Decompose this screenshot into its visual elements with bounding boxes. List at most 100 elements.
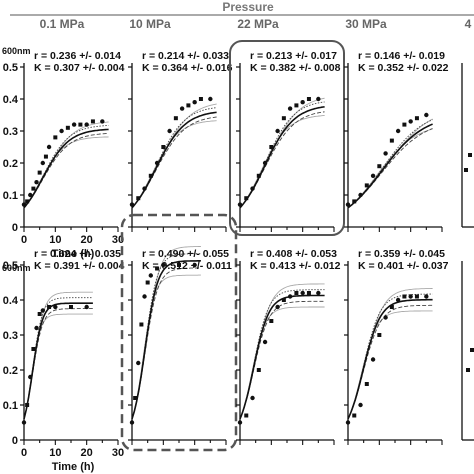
data-point (408, 119, 413, 124)
annotation-k: K = 0.512 +/- 0.011 (142, 260, 232, 272)
x-tick-label: 10 (49, 447, 61, 459)
data-point (306, 291, 311, 295)
data-point (377, 333, 382, 337)
data-point (262, 339, 268, 345)
pressure-label: 4 (465, 17, 472, 31)
data-point (40, 308, 45, 313)
data-point (186, 103, 191, 108)
annotation-k: K = 0.382 +/- 0.008 (250, 62, 341, 74)
data-point (37, 312, 42, 316)
data-point (402, 294, 407, 299)
y-tick-label: 0.5 (3, 62, 18, 74)
data-point (192, 100, 197, 105)
annotation-k: K = 0.307 +/- 0.004 (34, 62, 125, 74)
data-point (40, 160, 45, 166)
data-point (21, 420, 27, 425)
data-point (177, 263, 181, 267)
annotation-r: r = 0.408 +/- 0.053 (250, 248, 337, 260)
y-tick-label: 0 (12, 435, 18, 447)
replicate-fit-curve (347, 293, 433, 420)
y-tick-label: 0.4 (3, 295, 19, 307)
data-point (269, 145, 274, 149)
x-axis-label: Time (h) (52, 461, 95, 473)
replicate-fit-curve (131, 267, 201, 420)
data-point (47, 305, 52, 309)
pressure-label: 22 MPa (237, 17, 279, 31)
data-point (383, 151, 388, 156)
partial-data-point (466, 368, 470, 372)
data-point (148, 273, 153, 278)
data-point (69, 305, 73, 309)
data-point (269, 319, 274, 323)
annotation-r: r = 0.214 +/- 0.033 (142, 50, 229, 62)
replicate-fit-curve (131, 116, 217, 209)
data-point (244, 196, 249, 201)
data-point (173, 116, 178, 121)
replicate-fit-curve (239, 300, 325, 420)
pressure-label: 30 MPa (345, 17, 387, 31)
replicate-fit-curve (239, 111, 325, 209)
data-point (275, 128, 280, 134)
data-point (294, 103, 299, 108)
data-point (84, 122, 89, 127)
data-point (34, 325, 39, 331)
x-tick-label: 20 (81, 447, 93, 459)
data-point (25, 403, 30, 407)
y-axis-label-fragment: 600nm (2, 263, 31, 273)
data-point (275, 304, 280, 310)
partial-data-point (464, 168, 468, 172)
data-point (31, 186, 36, 191)
data-point (65, 125, 70, 130)
replicate-fit-curve (23, 132, 109, 209)
data-point (46, 144, 52, 150)
data-point (352, 199, 357, 204)
annotation-k: K = 0.352 +/- 0.022 (358, 62, 449, 74)
replicate-fit-curve (239, 101, 325, 209)
data-point (142, 294, 147, 299)
annotation-r: r = 0.359 +/- 0.045 (358, 248, 445, 260)
data-point (198, 97, 203, 101)
data-point (28, 192, 33, 198)
highlight-box (120, 213, 238, 452)
annotation-r: r = 0.490 +/- 0.055 (142, 248, 229, 260)
replicate-fit-curve (23, 121, 109, 209)
y-tick-label: 0.2 (3, 158, 18, 170)
data-point (294, 291, 299, 295)
mean-fit-curve (347, 298, 433, 420)
data-point (364, 382, 369, 386)
replicate-fit-curve (131, 246, 201, 420)
y-tick-label: 0.5 (3, 260, 18, 272)
pressure-label: 0.1 MPa (40, 17, 85, 31)
data-point (84, 304, 89, 310)
data-point (287, 294, 293, 299)
data-point (53, 135, 58, 140)
data-point (370, 357, 376, 362)
y-tick-label: 0.3 (3, 330, 18, 342)
data-point (154, 160, 160, 166)
data-point (281, 116, 286, 121)
data-point (208, 96, 213, 102)
annotation-k: K = 0.391 +/- 0.004 (34, 260, 125, 272)
annotation-k: K = 0.401 +/- 0.037 (358, 260, 449, 272)
data-point (59, 128, 64, 134)
data-point (389, 305, 394, 309)
x-tick-label: 20 (81, 234, 93, 246)
data-point (300, 290, 305, 296)
y-tick-label: 0 (12, 222, 18, 234)
data-point (424, 112, 429, 118)
data-point (383, 315, 388, 320)
annotation-k: K = 0.413 +/- 0.012 (250, 260, 341, 272)
replicate-fit-curve (23, 125, 109, 209)
data-point (167, 128, 172, 134)
data-point (155, 266, 160, 271)
data-point (256, 173, 261, 178)
data-point (377, 164, 382, 169)
data-point (306, 97, 311, 101)
data-point (142, 186, 147, 191)
data-point (352, 413, 357, 418)
data-point (139, 322, 144, 327)
